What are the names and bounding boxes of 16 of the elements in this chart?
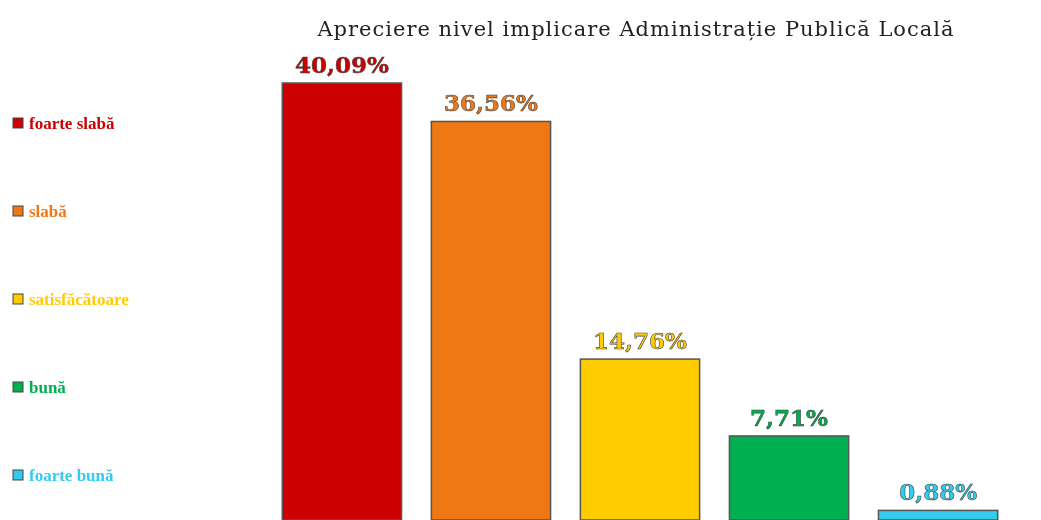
legend-label: foarte slabă	[29, 114, 115, 133]
data-label: 40,09%	[294, 51, 389, 78]
bar	[430, 120, 552, 520]
bar	[579, 358, 701, 520]
legend-label: foarte bună	[29, 466, 115, 485]
legend-label: bună	[29, 378, 67, 397]
data-label: 0,88%	[899, 478, 978, 506]
data-label: 7,71%	[750, 403, 829, 431]
chart-title: Apreciere nivel implicare Administrație Publică Locală	[316, 17, 955, 41]
legend-label: slabă	[29, 202, 68, 221]
data-label: 14,76%	[593, 327, 688, 355]
bar	[728, 435, 850, 520]
bar	[281, 82, 403, 520]
bar	[877, 509, 999, 520]
data-label: 36,56%	[444, 89, 539, 117]
legend-label: satisfăcătoare	[29, 290, 130, 309]
